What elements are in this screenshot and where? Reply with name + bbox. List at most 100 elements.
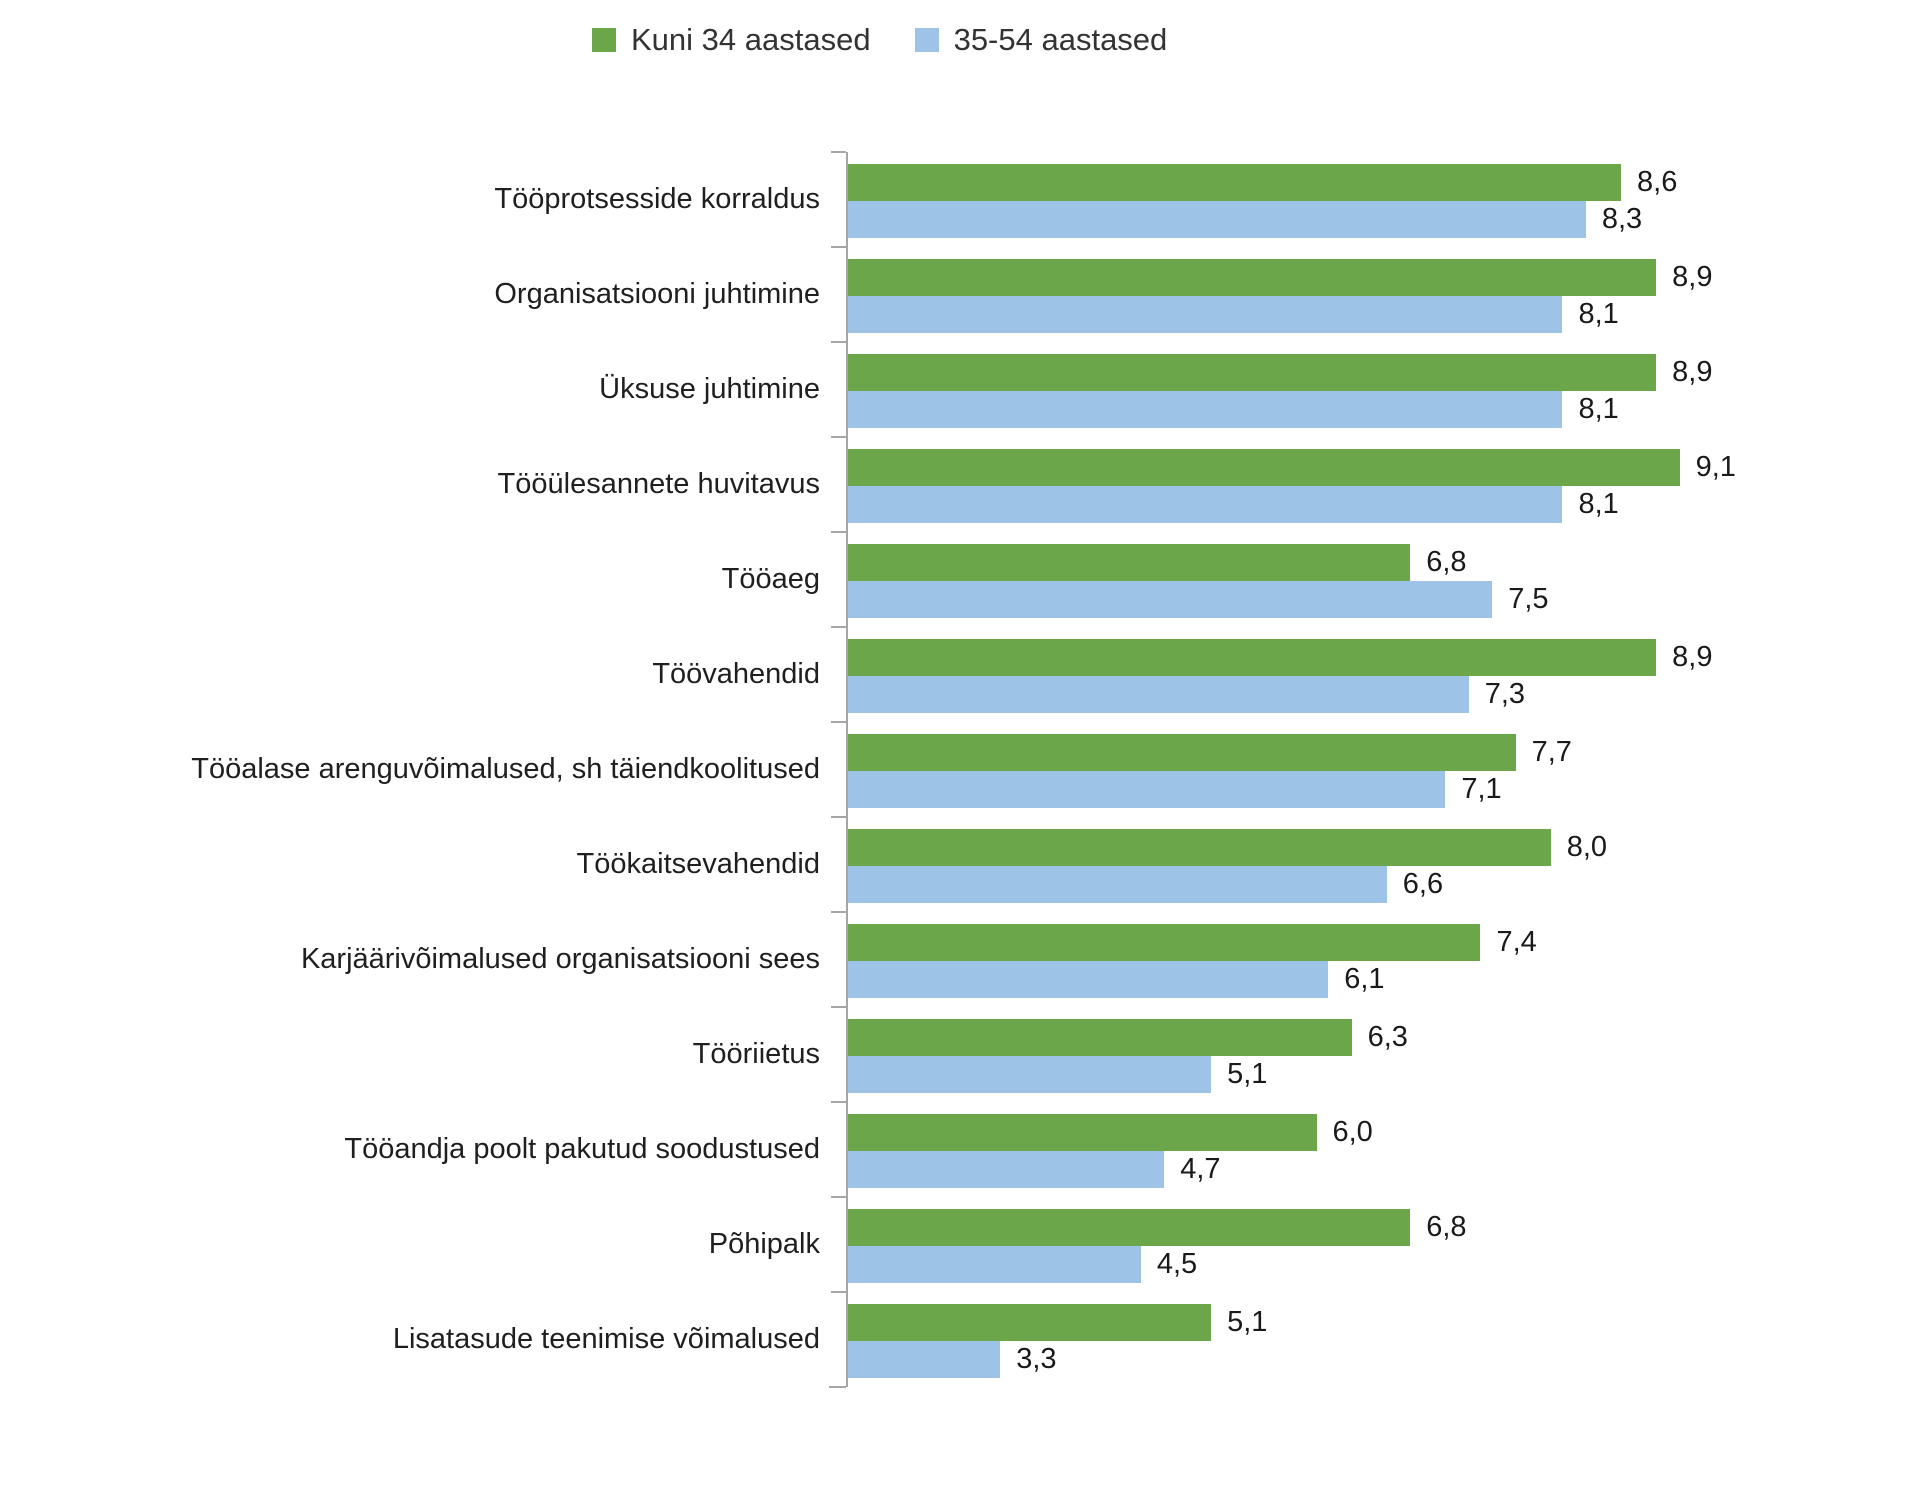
bar-value-label: 8,3	[1601, 203, 1643, 235]
bar-kuni-34: 8,0	[848, 829, 1607, 866]
bar-value-label: 8,1	[1578, 393, 1619, 425]
bar-value-label: 7,3	[1484, 678, 1526, 710]
bar-35-54: 4,5	[848, 1246, 1197, 1283]
bar-kuni-34: 7,4	[848, 924, 1537, 961]
bar-kuni-34: 8,9	[848, 354, 1712, 391]
chart-row: Tööülesannete huvitavus 9,1 8,1	[0, 436, 1920, 532]
bar-35-54: 6,1	[848, 961, 1385, 998]
bar-35-54: 8,1	[848, 391, 1619, 428]
category-label: Tööriietus	[692, 1038, 820, 1070]
bar-35-54: 7,1	[848, 771, 1502, 808]
category-label: Töökaitsevahendid	[576, 848, 820, 880]
bar-value-label: 6,8	[1426, 1211, 1467, 1243]
bar-group: 8,0 6,6	[831, 816, 1785, 912]
category-label: Lisatasude teenimise võimalused	[392, 1323, 820, 1355]
bar-kuni-34: 8,9	[848, 259, 1712, 296]
bar-value-label: 8,9	[1672, 261, 1713, 293]
chart-row: Töövahendid 8,9 7,3	[0, 626, 1920, 722]
category-label: Tööaeg	[721, 563, 820, 595]
bar-value-label: 8,6	[1637, 166, 1678, 198]
bar-group: 6,8 4,5	[831, 1196, 1785, 1292]
chart-row: Tööriietus 6,3 5,1	[0, 1006, 1920, 1102]
bar-35-54: 8,1	[848, 296, 1619, 333]
category-label: Töövahendid	[652, 658, 820, 690]
bar-value-label: 7,5	[1508, 583, 1549, 615]
bar-value-label: 8,1	[1578, 488, 1619, 520]
bar-group: 6,0 4,7	[831, 1101, 1785, 1197]
bar-group: 8,9 8,1	[831, 341, 1785, 437]
bar-35-54: 8,1	[848, 486, 1619, 523]
bar-kuni-34: 9,1	[848, 449, 1736, 486]
legend-swatch-blue	[914, 28, 939, 52]
bar-group: 8,6 8,3	[831, 151, 1785, 247]
bar-value-label: 7,4	[1496, 926, 1537, 958]
bar-kuni-34: 8,9	[848, 639, 1712, 676]
bar-value-label: 8,1	[1578, 298, 1619, 330]
bar-group: 8,9 7,3	[831, 626, 1785, 722]
category-label: Tööülesannete huvitavus	[497, 468, 820, 500]
bar-35-54: 3,3	[848, 1341, 1057, 1378]
bar-kuni-34: 6,0	[848, 1114, 1373, 1151]
category-label: Karjäärivõimalused organisatsiooni sees	[300, 943, 820, 975]
bar-value-label: 6,0	[1332, 1116, 1373, 1148]
legend-item-35-54: 35-54 aastased	[914, 22, 1168, 58]
bar-kuni-34: 8,6	[848, 164, 1677, 201]
bar-value-label: 5,1	[1227, 1306, 1268, 1338]
bar-kuni-34: 6,8	[848, 1209, 1467, 1246]
category-label: Organisatsiooni juhtimine	[494, 278, 820, 310]
chart-row: Tööaeg 6,8 7,5	[0, 531, 1920, 627]
bar-35-54: 5,1	[848, 1056, 1267, 1093]
bar-value-label: 6,1	[1344, 963, 1385, 995]
bar-value-label: 3,3	[1016, 1343, 1057, 1375]
bar-group: 6,3 5,1	[831, 1006, 1785, 1102]
chart-row: Organisatsiooni juhtimine 8,9 8,1	[0, 246, 1920, 342]
bar-value-label: 8,0	[1566, 831, 1608, 863]
bar-group: 9,1 8,1	[831, 436, 1785, 532]
category-label: Tööprotsesside korraldus	[494, 183, 820, 215]
bar-35-54: 6,6	[848, 866, 1443, 903]
bar-group: 5,1 3,3	[831, 1291, 1785, 1387]
bar-group: 6,8 7,5	[831, 531, 1785, 627]
bar-group: 7,7 7,1	[831, 721, 1785, 817]
bar-35-54: 4,7	[848, 1151, 1221, 1188]
legend-swatch-green	[592, 28, 616, 52]
bar-group: 7,4 6,1	[831, 911, 1785, 1007]
bar-value-label: 6,8	[1426, 546, 1467, 578]
bar-value-label: 6,3	[1367, 1021, 1408, 1053]
chart-row: Tööandja poolt pakutud soodustused 6,0 4,7	[0, 1101, 1920, 1197]
chart-row: Tööprotsesside korraldus 8,6 8,3	[0, 151, 1920, 247]
bar-value-label: 8,9	[1672, 356, 1713, 388]
chart-row: Tööalase arenguvõimalused, sh täiendkool…	[0, 721, 1920, 817]
bar-value-label: 4,7	[1180, 1153, 1221, 1185]
bar-value-label: 9,1	[1695, 451, 1736, 483]
bar-value-label: 4,5	[1156, 1248, 1198, 1280]
category-label: Tööandja poolt pakutud soodustused	[344, 1133, 820, 1165]
bar-chart: Kuni 34 aastased 35-54 aastased Tööprots…	[0, 16, 1920, 1388]
bar-value-label: 5,1	[1227, 1058, 1268, 1090]
chart-row: Töökaitsevahendid 8,0 6,6	[0, 816, 1920, 912]
bar-value-label: 7,1	[1461, 773, 1502, 805]
legend-label-kuni-34: Kuni 34 aastased	[631, 22, 871, 57]
legend-label-35-54: 35-54 aastased	[953, 22, 1168, 57]
chart-row: Üksuse juhtimine 8,9 8,1	[0, 341, 1920, 437]
chart-row: Karjäärivõimalused organisatsiooni sees 7…	[0, 911, 1920, 1007]
chart-rows: Tööprotsesside korraldus 8,6 8,3 Organisats…	[0, 151, 1920, 1388]
bar-kuni-34: 7,7	[848, 734, 1572, 771]
bar-value-label: 6,6	[1402, 868, 1444, 900]
bar-value-label: 7,7	[1531, 736, 1572, 768]
bar-35-54: 7,3	[848, 676, 1525, 713]
chart-legend: Kuni 34 aastased 35-54 aastased	[592, 16, 1920, 64]
plot-area: Tööprotsesside korraldus 8,6 8,3 Organisats…	[0, 151, 1920, 1388]
legend-item-kuni-34: Kuni 34 aastased	[592, 22, 871, 58]
bar-kuni-34: 6,8	[848, 544, 1467, 581]
bar-kuni-34: 5,1	[848, 1304, 1267, 1341]
category-label: Põhipalk	[708, 1228, 820, 1260]
bar-35-54: 7,5	[848, 581, 1549, 618]
chart-row: Lisatasude teenimise võimalused 5,1 3,3	[0, 1291, 1920, 1387]
bar-value-label: 8,9	[1672, 641, 1713, 673]
bar-group: 8,9 8,1	[831, 246, 1785, 342]
chart-row: Põhipalk 6,8 4,5	[0, 1196, 1920, 1292]
bar-35-54: 8,3	[848, 201, 1642, 238]
category-label: Tööalase arenguvõimalused, sh täiendkool…	[191, 753, 820, 785]
bar-kuni-34: 6,3	[848, 1019, 1408, 1056]
